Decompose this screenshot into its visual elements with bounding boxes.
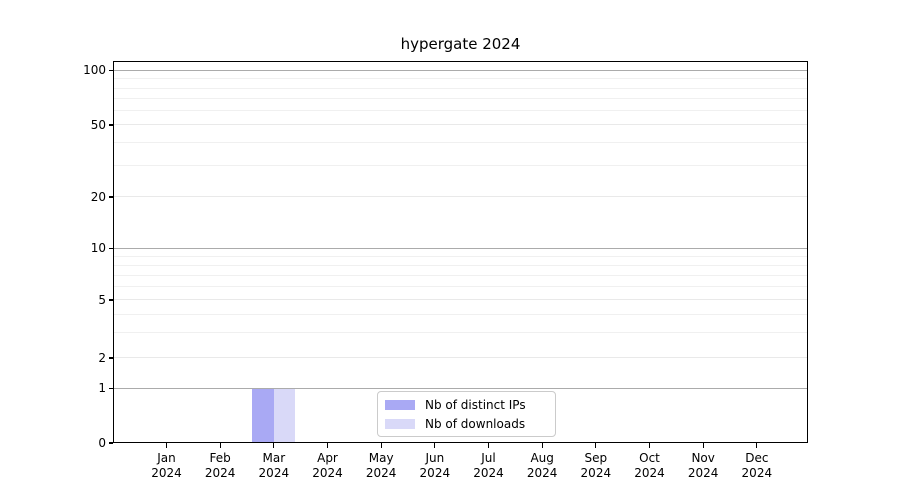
x-tick-label: Jan 2024 xyxy=(139,451,195,480)
x-tick-mark xyxy=(648,443,651,448)
x-tick-mark xyxy=(702,443,704,448)
chart-title: hypergate 2024 xyxy=(400,35,521,53)
bar-distinct-ips xyxy=(252,388,274,443)
x-tick-mark xyxy=(541,443,543,448)
y-tick-label: 50 xyxy=(90,117,106,132)
x-tick-label-year: 2024 xyxy=(526,465,558,480)
x-tick-label-month: Aug xyxy=(530,451,554,465)
gridline-minor xyxy=(113,264,808,266)
x-tick-label-year: 2024 xyxy=(741,465,773,480)
x-tick-mark xyxy=(756,443,758,448)
x-tick-mark xyxy=(219,443,221,448)
y-tick-label: 5 xyxy=(98,292,106,307)
x-tick-mark xyxy=(380,443,382,448)
gridline-minor xyxy=(113,164,808,166)
x-tick-label: Mar 2024 xyxy=(246,451,302,480)
x-tick-label-month: Dec xyxy=(745,451,769,465)
legend: Nb of distinct IPs Nb of downloads xyxy=(377,391,556,437)
y-tick-mark xyxy=(108,124,113,126)
x-tick-label-year: 2024 xyxy=(204,465,236,480)
x-tick-label: Jul 2024 xyxy=(461,451,517,480)
x-tick-label: Jun 2024 xyxy=(407,451,463,480)
legend-label-distinct-ips: Nb of distinct IPs xyxy=(425,397,526,412)
x-tick-mark xyxy=(165,443,168,448)
x-tick-label-month: Jul xyxy=(481,451,496,465)
x-tick-label-year: 2024 xyxy=(580,465,612,480)
y-tick-label: 100 xyxy=(83,63,106,77)
x-tick-label-year: 2024 xyxy=(258,465,290,480)
y-tick-mark xyxy=(108,357,113,359)
y-tick-mark xyxy=(108,387,113,390)
gridline-minor xyxy=(113,285,808,287)
x-tick-label-month: Nov xyxy=(691,451,715,465)
x-tick-label: Aug 2024 xyxy=(514,451,570,480)
x-tick-label: Oct 2024 xyxy=(622,451,678,480)
y-tick-mark xyxy=(108,69,113,72)
x-tick-label-month: Jun xyxy=(425,451,445,465)
gridline-minor xyxy=(113,313,808,315)
legend-item-distinct-ips: Nb of distinct IPs xyxy=(385,397,547,412)
x-tick-label-year: 2024 xyxy=(419,465,451,480)
y-tick-label: 10 xyxy=(90,241,106,256)
y-tick-mark xyxy=(108,442,113,444)
y-tick-label: 0 xyxy=(98,435,106,450)
x-tick-label: Nov 2024 xyxy=(675,451,731,480)
gridline-major xyxy=(113,388,808,390)
bar-downloads xyxy=(273,388,296,443)
x-tick-mark xyxy=(326,443,329,448)
x-tick-label-month: Sep xyxy=(584,451,608,465)
gridline-major xyxy=(113,196,808,198)
x-tick-label: May 2024 xyxy=(353,451,409,480)
gridline-minor xyxy=(113,87,808,89)
x-tick-label-month: Apr xyxy=(317,451,338,465)
x-tick-label-year: 2024 xyxy=(634,465,665,480)
gridline-minor xyxy=(113,142,808,144)
gridline-major xyxy=(113,124,808,126)
legend-swatch-downloads-icon xyxy=(385,418,415,429)
y-tick-mark xyxy=(108,247,113,250)
x-tick-label: Feb 2024 xyxy=(192,451,248,480)
x-tick-label-month: Mar xyxy=(262,451,286,465)
gridline-minor xyxy=(113,78,808,80)
legend-item-downloads: Nb of downloads xyxy=(385,416,547,431)
gridline-major xyxy=(113,357,808,359)
y-tick-label: 20 xyxy=(90,189,106,204)
gridline-major xyxy=(113,69,808,72)
y-tick-mark xyxy=(108,299,113,301)
x-tick-mark xyxy=(273,443,275,448)
x-tick-label-month: May xyxy=(368,451,394,465)
x-tick-mark xyxy=(487,443,490,448)
plot-frame xyxy=(113,61,808,443)
gridline-minor xyxy=(113,98,808,100)
x-tick-mark xyxy=(595,443,597,448)
y-tick-label: 2 xyxy=(98,350,106,365)
y-tick-mark xyxy=(108,196,113,198)
gridline-major xyxy=(113,299,808,301)
x-tick-label-month: Oct xyxy=(639,451,660,465)
gridline-major xyxy=(113,248,808,250)
gridline-minor xyxy=(113,274,808,276)
x-tick-label: Dec 2024 xyxy=(729,451,785,480)
y-tick-label: 1 xyxy=(98,381,106,396)
gridline-minor xyxy=(113,255,808,257)
x-tick-label-year: 2024 xyxy=(473,465,504,480)
x-tick-label: Apr 2024 xyxy=(300,451,356,480)
x-tick-mark xyxy=(434,443,436,448)
legend-label-downloads: Nb of downloads xyxy=(425,416,526,431)
plot-area: Nb of distinct IPs Nb of downloads xyxy=(108,61,808,448)
x-tick-label-month: Feb xyxy=(209,451,231,465)
legend-swatch-distinct-ips-icon xyxy=(385,399,415,410)
gridline-minor xyxy=(113,331,808,333)
x-tick-label-month: Jan xyxy=(157,451,176,465)
gridline-minor xyxy=(113,110,808,112)
x-tick-label-year: 2024 xyxy=(365,465,397,480)
x-tick-label: Sep 2024 xyxy=(568,451,624,480)
x-tick-label-year: 2024 xyxy=(151,465,182,480)
x-tick-label-year: 2024 xyxy=(687,465,719,480)
x-tick-label-year: 2024 xyxy=(312,465,343,480)
